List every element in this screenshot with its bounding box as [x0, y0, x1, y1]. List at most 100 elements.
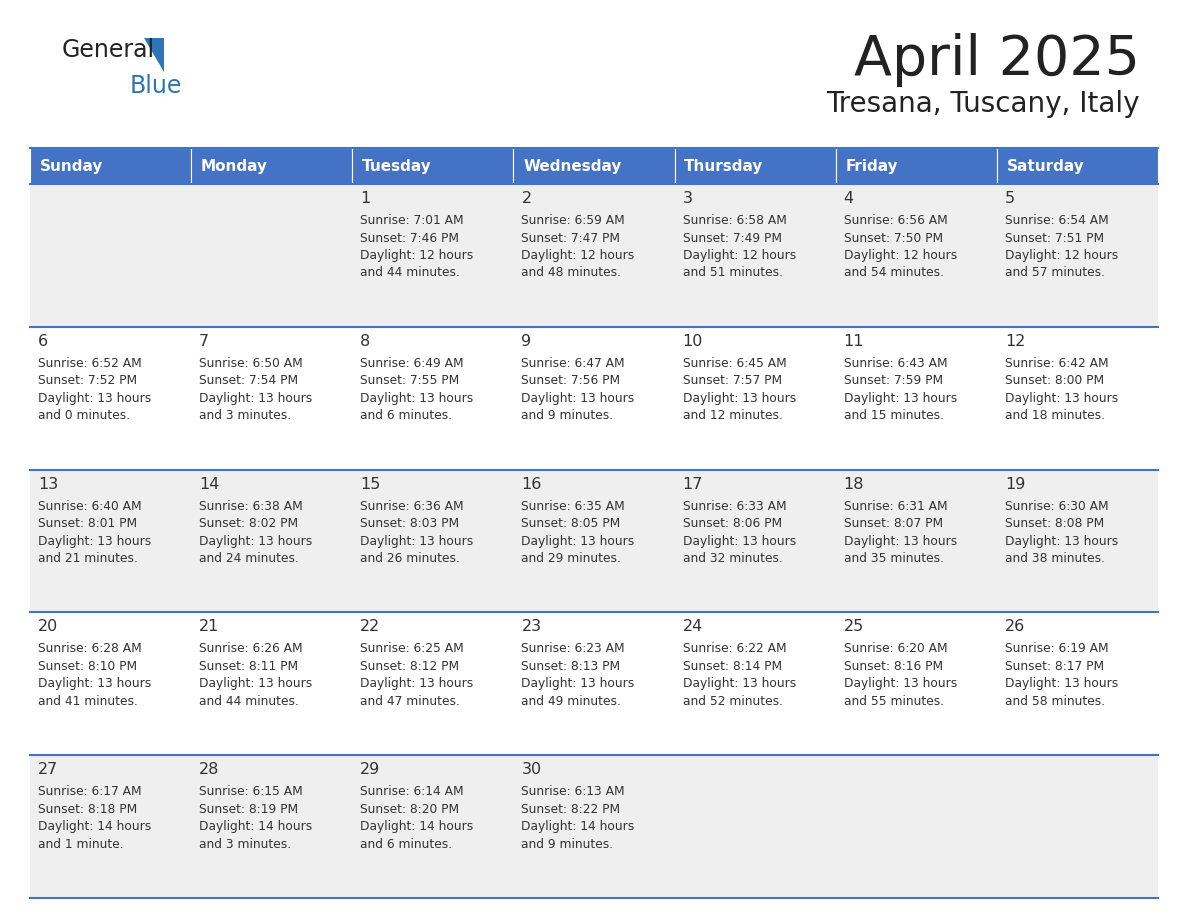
Text: 27: 27 — [38, 762, 58, 778]
Text: and 32 minutes.: and 32 minutes. — [683, 552, 783, 565]
Text: Sunset: 7:57 PM: Sunset: 7:57 PM — [683, 375, 782, 387]
Text: 16: 16 — [522, 476, 542, 492]
Text: Sunset: 8:10 PM: Sunset: 8:10 PM — [38, 660, 137, 673]
Bar — [513, 184, 675, 327]
Text: and 6 minutes.: and 6 minutes. — [360, 409, 453, 422]
Text: and 41 minutes.: and 41 minutes. — [38, 695, 138, 708]
Text: Sunrise: 6:35 AM: Sunrise: 6:35 AM — [522, 499, 625, 512]
Text: Daylight: 13 hours: Daylight: 13 hours — [843, 534, 958, 548]
Text: and 47 minutes.: and 47 minutes. — [360, 695, 460, 708]
Bar — [191, 327, 353, 470]
Text: Sunrise: 6:25 AM: Sunrise: 6:25 AM — [360, 643, 465, 655]
Text: and 12 minutes.: and 12 minutes. — [683, 409, 783, 422]
Text: Sunrise: 6:45 AM: Sunrise: 6:45 AM — [683, 357, 786, 370]
Text: and 48 minutes.: and 48 minutes. — [522, 266, 621, 279]
Bar — [191, 612, 353, 756]
Text: Daylight: 14 hours: Daylight: 14 hours — [360, 820, 474, 834]
Text: Daylight: 13 hours: Daylight: 13 hours — [360, 392, 474, 405]
Bar — [675, 327, 835, 470]
Bar — [675, 756, 835, 898]
Bar — [353, 148, 513, 184]
Text: and 6 minutes.: and 6 minutes. — [360, 838, 453, 851]
Text: 19: 19 — [1005, 476, 1025, 492]
Text: Sunrise: 6:52 AM: Sunrise: 6:52 AM — [38, 357, 141, 370]
Text: Sunrise: 6:59 AM: Sunrise: 6:59 AM — [522, 214, 625, 227]
Text: and 35 minutes.: and 35 minutes. — [843, 552, 943, 565]
Text: Sunrise: 6:19 AM: Sunrise: 6:19 AM — [1005, 643, 1108, 655]
Text: Sunset: 8:12 PM: Sunset: 8:12 PM — [360, 660, 460, 673]
Bar — [353, 612, 513, 756]
Text: and 52 minutes.: and 52 minutes. — [683, 695, 783, 708]
Text: and 29 minutes.: and 29 minutes. — [522, 552, 621, 565]
Text: Sunset: 8:17 PM: Sunset: 8:17 PM — [1005, 660, 1104, 673]
Bar — [997, 184, 1158, 327]
Text: and 15 minutes.: and 15 minutes. — [843, 409, 943, 422]
Text: Sunrise: 6:43 AM: Sunrise: 6:43 AM — [843, 357, 947, 370]
Text: Daylight: 13 hours: Daylight: 13 hours — [360, 534, 474, 548]
Text: Daylight: 13 hours: Daylight: 13 hours — [200, 677, 312, 690]
Text: 5: 5 — [1005, 191, 1015, 206]
Text: Daylight: 14 hours: Daylight: 14 hours — [522, 820, 634, 834]
Text: Thursday: Thursday — [684, 159, 764, 174]
Bar — [997, 148, 1158, 184]
Bar — [353, 327, 513, 470]
Text: and 44 minutes.: and 44 minutes. — [360, 266, 460, 279]
Bar — [675, 470, 835, 612]
Text: 17: 17 — [683, 476, 703, 492]
Text: Daylight: 13 hours: Daylight: 13 hours — [38, 534, 151, 548]
Text: Sunrise: 6:31 AM: Sunrise: 6:31 AM — [843, 499, 947, 512]
Text: and 21 minutes.: and 21 minutes. — [38, 552, 138, 565]
Bar — [191, 470, 353, 612]
Text: 26: 26 — [1005, 620, 1025, 634]
Bar — [191, 148, 353, 184]
Text: General: General — [62, 38, 156, 62]
Bar — [353, 470, 513, 612]
Text: Sunset: 8:02 PM: Sunset: 8:02 PM — [200, 517, 298, 530]
Text: 22: 22 — [360, 620, 380, 634]
Text: Sunset: 7:52 PM: Sunset: 7:52 PM — [38, 375, 137, 387]
Text: Sunset: 7:51 PM: Sunset: 7:51 PM — [1005, 231, 1104, 244]
Text: Sunset: 8:14 PM: Sunset: 8:14 PM — [683, 660, 782, 673]
Text: 4: 4 — [843, 191, 854, 206]
Text: Sunset: 8:03 PM: Sunset: 8:03 PM — [360, 517, 460, 530]
Text: Wednesday: Wednesday — [523, 159, 621, 174]
Text: and 0 minutes.: and 0 minutes. — [38, 409, 131, 422]
Bar — [30, 756, 191, 898]
Text: Sunset: 8:01 PM: Sunset: 8:01 PM — [38, 517, 137, 530]
Text: Sunrise: 6:49 AM: Sunrise: 6:49 AM — [360, 357, 463, 370]
Text: Sunrise: 6:28 AM: Sunrise: 6:28 AM — [38, 643, 141, 655]
Text: Sunset: 8:06 PM: Sunset: 8:06 PM — [683, 517, 782, 530]
Text: Daylight: 13 hours: Daylight: 13 hours — [843, 677, 958, 690]
Text: 20: 20 — [38, 620, 58, 634]
Bar — [675, 148, 835, 184]
Text: Sunrise: 6:23 AM: Sunrise: 6:23 AM — [522, 643, 625, 655]
Text: Daylight: 13 hours: Daylight: 13 hours — [522, 392, 634, 405]
Text: and 9 minutes.: and 9 minutes. — [522, 838, 613, 851]
Bar — [30, 470, 191, 612]
Text: Daylight: 13 hours: Daylight: 13 hours — [38, 392, 151, 405]
Text: 24: 24 — [683, 620, 703, 634]
Text: Sunset: 7:47 PM: Sunset: 7:47 PM — [522, 231, 620, 244]
Text: Sunset: 7:46 PM: Sunset: 7:46 PM — [360, 231, 460, 244]
Text: April 2025: April 2025 — [854, 33, 1140, 87]
Bar — [997, 612, 1158, 756]
Text: Sunrise: 6:47 AM: Sunrise: 6:47 AM — [522, 357, 625, 370]
Text: Sunrise: 6:22 AM: Sunrise: 6:22 AM — [683, 643, 786, 655]
Text: Sunrise: 7:01 AM: Sunrise: 7:01 AM — [360, 214, 463, 227]
Text: 1: 1 — [360, 191, 371, 206]
Text: Daylight: 12 hours: Daylight: 12 hours — [522, 249, 634, 262]
Bar — [513, 612, 675, 756]
Text: and 51 minutes.: and 51 minutes. — [683, 266, 783, 279]
Text: Sunset: 8:05 PM: Sunset: 8:05 PM — [522, 517, 620, 530]
Text: Monday: Monday — [201, 159, 267, 174]
Text: Daylight: 13 hours: Daylight: 13 hours — [360, 677, 474, 690]
Text: Daylight: 13 hours: Daylight: 13 hours — [683, 677, 796, 690]
Text: Sunset: 8:22 PM: Sunset: 8:22 PM — [522, 802, 620, 816]
Bar — [513, 756, 675, 898]
Text: Sunset: 7:54 PM: Sunset: 7:54 PM — [200, 375, 298, 387]
Bar — [835, 470, 997, 612]
Text: and 54 minutes.: and 54 minutes. — [843, 266, 943, 279]
Text: Sunrise: 6:26 AM: Sunrise: 6:26 AM — [200, 643, 303, 655]
Text: 25: 25 — [843, 620, 864, 634]
Text: Saturday: Saturday — [1006, 159, 1085, 174]
